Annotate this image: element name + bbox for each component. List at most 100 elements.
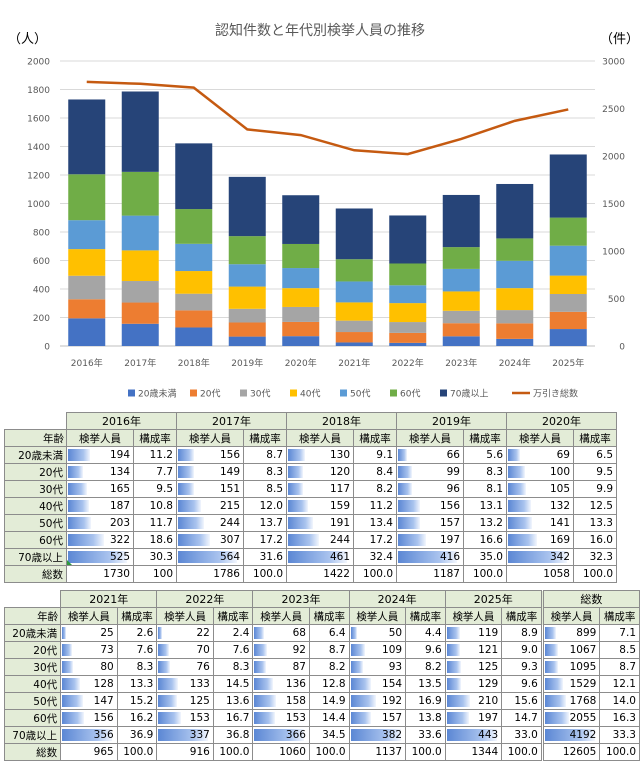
data-bar bbox=[178, 534, 211, 546]
legend-marker bbox=[290, 389, 297, 397]
data-bar bbox=[508, 534, 538, 546]
total-ratio-cell: 100.0 bbox=[212, 743, 254, 761]
total-count-cell: 1058 bbox=[506, 565, 574, 583]
ratio-header: 構成率 bbox=[501, 607, 543, 625]
ratio-cell: 16.3 bbox=[599, 709, 640, 727]
count-cell: 194 bbox=[66, 446, 134, 464]
ratio-cell: 11.2 bbox=[133, 446, 177, 464]
ratio-header: 構成率 bbox=[599, 607, 640, 625]
ratio-cell: 12.5 bbox=[573, 497, 617, 515]
bar-segment bbox=[549, 154, 587, 218]
total-ratio-cell: 100.0 bbox=[243, 565, 287, 583]
legend-label: 万引き総数 bbox=[533, 388, 578, 400]
ratio-cell: 36.8 bbox=[212, 726, 254, 744]
y-right-tick: 500 bbox=[608, 295, 625, 305]
ratio-cell: 10.8 bbox=[133, 497, 177, 515]
count-header: 検挙人員 bbox=[444, 607, 503, 625]
x-tick-label: 2021年 bbox=[338, 357, 370, 369]
bar-segment bbox=[282, 321, 320, 337]
count-cell: 120 bbox=[286, 463, 354, 481]
data-bar bbox=[254, 627, 264, 639]
data-bar bbox=[350, 695, 376, 707]
age-label: 50代 bbox=[4, 514, 67, 532]
y-left-tick: 200 bbox=[33, 314, 50, 324]
count-cell: 76 bbox=[156, 658, 214, 676]
ratio-cell: 8.7 bbox=[599, 658, 640, 676]
legend-label: 60代 bbox=[400, 389, 420, 400]
data-bar bbox=[254, 678, 273, 690]
ratio-cell: 9.9 bbox=[573, 480, 617, 498]
y-left-tick: 1800 bbox=[27, 86, 50, 96]
count-cell: 564 bbox=[176, 548, 244, 566]
bar-segment bbox=[228, 336, 266, 346]
bar-segment bbox=[549, 329, 587, 346]
data-bar bbox=[288, 466, 304, 478]
ratio-cell: 4.4 bbox=[405, 624, 446, 642]
count-cell: 134 bbox=[66, 463, 134, 481]
year-header: 2025年 bbox=[444, 590, 543, 608]
table-row: 60代 156 16.2 153 16.7 153 14.4 157 13.8 197 14.7 20… bbox=[3, 709, 640, 727]
y-left-tick: 800 bbox=[33, 229, 50, 239]
ratio-cell: 17.2 bbox=[243, 531, 287, 549]
bar-segment bbox=[335, 302, 373, 321]
count-cell: 25 bbox=[60, 624, 118, 642]
legend-marker bbox=[390, 389, 397, 397]
count-cell: 50 bbox=[348, 624, 407, 642]
data-bar bbox=[158, 661, 170, 673]
bar-segment bbox=[175, 293, 213, 311]
age-label: 30代 bbox=[4, 480, 67, 498]
y-left-tick: 2000 bbox=[27, 58, 50, 68]
count-cell: 70 bbox=[156, 641, 214, 659]
bar-segment bbox=[549, 275, 587, 294]
total-ratio-cell: 100.0 bbox=[308, 743, 350, 761]
ratio-cell: 34.5 bbox=[308, 726, 350, 744]
count-cell: 192 bbox=[348, 692, 407, 710]
count-cell: 382 bbox=[348, 726, 407, 744]
count-cell: 899 bbox=[540, 624, 601, 642]
year-header: 2023年 bbox=[252, 590, 350, 608]
bar-segment bbox=[121, 250, 159, 282]
bar-segment bbox=[228, 286, 266, 309]
data-bar bbox=[508, 551, 568, 563]
ratio-header: 構成率 bbox=[573, 429, 617, 447]
count-header: 検挙人員 bbox=[252, 607, 310, 625]
ratio-cell: 14.5 bbox=[212, 675, 254, 693]
data-bar bbox=[446, 644, 461, 656]
ratio-cell: 13.6 bbox=[212, 692, 254, 710]
age-label: 50代 bbox=[3, 692, 62, 710]
bar-segment bbox=[335, 281, 373, 303]
ratio-cell: 8.2 bbox=[353, 480, 397, 498]
count-cell: 100 bbox=[506, 463, 574, 481]
bar-segment bbox=[335, 332, 373, 343]
bar-segment bbox=[121, 281, 159, 303]
x-tick-label: 2023年 bbox=[445, 357, 477, 369]
ratio-cell: 9.6 bbox=[501, 675, 543, 693]
bar-segment bbox=[496, 260, 534, 289]
data-bar bbox=[254, 712, 276, 724]
count-cell: 125 bbox=[156, 692, 214, 710]
y-left-tick: 1000 bbox=[27, 200, 50, 210]
table-row: 50代 203 11.7 244 13.7 191 13.4 157 13.2 141 13.3 bbox=[4, 514, 617, 532]
count-cell: 141 bbox=[506, 514, 574, 532]
ratio-cell: 12.0 bbox=[243, 497, 287, 515]
bar-segment bbox=[389, 263, 427, 286]
ratio-cell: 30.3 bbox=[133, 548, 177, 566]
data-bar bbox=[544, 729, 595, 741]
ratio-header: 構成率 bbox=[133, 429, 177, 447]
data-bar bbox=[288, 551, 348, 563]
ratio-header: 構成率 bbox=[308, 607, 350, 625]
count-cell: 1768 bbox=[540, 692, 601, 710]
bar-segment bbox=[389, 285, 427, 304]
total-row: 総数 1730 100 1786 100.0 1422 100.0 1187 100.0 1058… bbox=[4, 565, 617, 583]
legend-marker bbox=[128, 389, 135, 397]
bar-segment bbox=[442, 310, 480, 324]
count-cell: 69 bbox=[506, 446, 574, 464]
bar-segment bbox=[175, 243, 213, 272]
bar-segment bbox=[228, 176, 266, 237]
data-bar bbox=[178, 466, 194, 478]
data-bar bbox=[158, 644, 169, 656]
bar-segment bbox=[389, 303, 427, 323]
ratio-cell: 9.3 bbox=[501, 658, 543, 676]
legend-label: 20代 bbox=[200, 389, 220, 400]
count-cell: 119 bbox=[444, 624, 503, 642]
